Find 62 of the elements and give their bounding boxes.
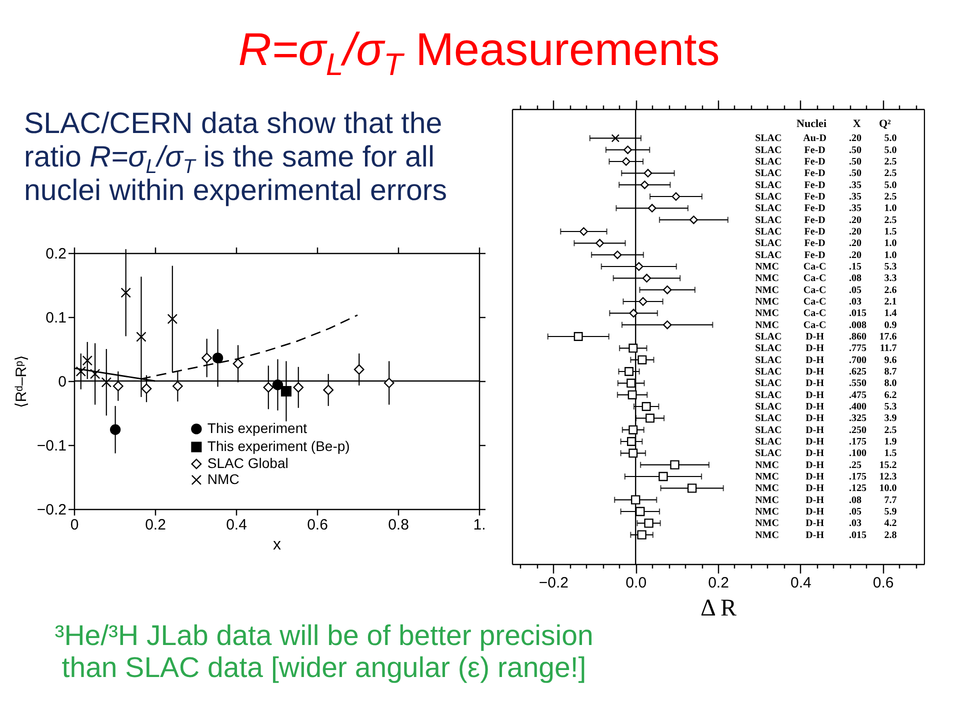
category-label: NMC Ca-C .08 3.3: [755, 273, 897, 284]
category-label: SLAC Fe-D .35 5.0: [755, 180, 897, 191]
legend-label: SLAC Global: [207, 454, 288, 471]
legend-label: This experiment: [207, 420, 308, 436]
x-tick-label: 0: [70, 516, 79, 534]
category-label: SLAC Fe-D .50 2.5: [755, 168, 897, 180]
category-label: SLAC Fe-D .20 1.0: [755, 238, 897, 250]
x-tick-label: 0.2: [145, 516, 166, 534]
category-label: NMC D-H .05 5.9: [755, 506, 897, 518]
category-label: SLAC Fe-D .35 2.5: [755, 192, 897, 202]
category-label: NMC D-H .08 7.7: [755, 494, 897, 506]
category-label: SLAC Fe-D .50 2.5: [755, 156, 897, 168]
x-tick-label: 0.6: [872, 574, 894, 592]
category-label: SLAC Au-D .20 5.0: [755, 133, 897, 144]
legend-label: This experiment (Be-p): [207, 438, 350, 454]
category-label: SLAC D-H .400 5.3: [755, 402, 897, 412]
category-label: NMC Ca-C .008 0.9: [755, 320, 897, 331]
category-label: NMC D-H .25 15.2: [755, 460, 897, 471]
x-tick-label: 0.0: [626, 574, 647, 592]
x-tick-label: 0.4: [790, 574, 812, 592]
category-label: SLAC D-H .550 8.0: [755, 378, 897, 390]
category-label: SLAC Fe-D .20 2.5: [755, 214, 897, 226]
category-label: SLAC D-H .250 2.5: [755, 424, 897, 436]
category-label: SLAC D-H .860 17.6: [755, 332, 897, 342]
category-label: NMC Ca-C .015 1.4: [755, 308, 897, 320]
x-tick-label: 1.: [473, 516, 486, 534]
category-label: NMC D-H .175 12.3: [755, 472, 897, 482]
category-label: SLAC D-H .625 8.7: [755, 366, 897, 378]
annotation: X: [852, 118, 861, 130]
category-label: SLAC Fe-D .20 1.5: [755, 226, 897, 238]
category-label: NMC Ca-C .15 5.3: [755, 262, 897, 272]
category-label: SLAC Fe-D .50 5.0: [755, 144, 897, 156]
y-axis-title: ⟨Rᵈ–Rᵖ⟩: [12, 354, 30, 408]
category-label: SLAC D-H .175 1.9: [755, 436, 897, 448]
legend-label: NMC: [207, 470, 240, 487]
category-label: SLAC D-H .100 1.5: [755, 448, 897, 460]
category-label: NMC D-H .125 10.0: [755, 483, 897, 494]
category-label: SLAC Fe-D .20 1.0: [755, 250, 897, 261]
y-tick-label: 0.1: [46, 310, 66, 326]
x-axis-title: x: [273, 536, 281, 554]
y-tick-label: −0.1: [36, 438, 66, 454]
x-tick-label: 0.4: [226, 516, 247, 534]
y-tick-label: 0: [58, 374, 66, 390]
category-label: NMC Ca-C .03 2.1: [755, 296, 897, 308]
x-tick-label: 0.2: [708, 574, 729, 592]
category-label: SLAC D-H .325 3.9: [755, 413, 897, 424]
category-label: NMC D-H .015 2.8: [755, 530, 897, 541]
x-axis-title: Δ R: [700, 596, 737, 622]
category-label: NMC D-H .03 4.2: [755, 518, 897, 530]
category-label: NMC Ca-C .05 2.6: [755, 284, 897, 296]
y-tick-label: 0.2: [46, 246, 66, 262]
annotation: Nuclei: [796, 118, 826, 130]
text: ³He/³H JLab data will be of better precision than SLAC data [wider angular (ε) range!]: [54, 620, 594, 684]
category-label: SLAC D-H .475 6.2: [755, 390, 897, 401]
x-tick-label: −0.2: [538, 574, 569, 592]
category-label: SLAC D-H .700 9.6: [755, 354, 897, 366]
x-tick-label: 0.6: [307, 516, 328, 534]
y-tick-label: −0.2: [36, 502, 66, 518]
x-tick-label: 0.8: [388, 516, 409, 534]
annotation: Q²: [878, 118, 892, 130]
category-label: SLAC D-H .775 11.7: [755, 343, 897, 354]
category-label: SLAC Fe-D .35 1.0: [755, 203, 897, 214]
